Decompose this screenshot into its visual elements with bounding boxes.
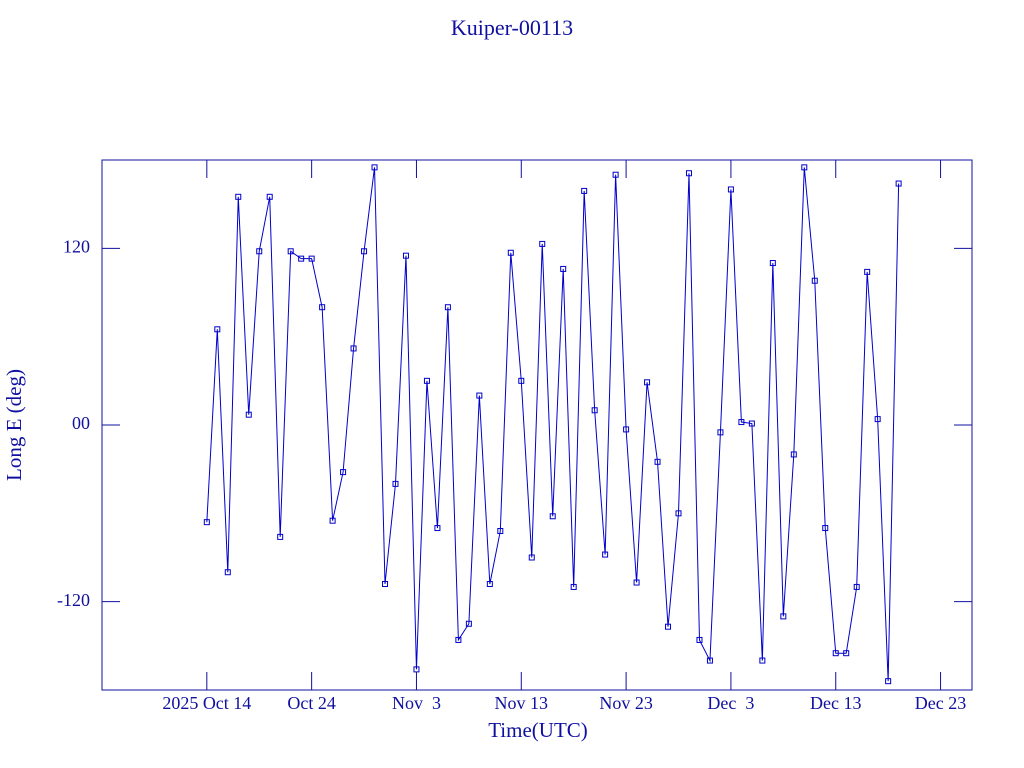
data-point [654,458,661,465]
data-point [256,248,263,255]
data-point [885,678,892,685]
x-tick-label: Oct 24 [287,693,336,713]
data-point [717,429,724,436]
data-point [277,533,284,540]
data-point [853,583,860,590]
data-point [528,554,535,561]
plot-frame [101,159,973,691]
data-point [392,480,399,487]
x-tick-label: Dec 23 [915,693,966,713]
data-point [549,513,556,520]
data-point [444,304,451,311]
data-point [612,171,619,178]
data-point [214,326,221,333]
data-point [822,525,829,532]
y-tick-label: 00 [72,413,90,433]
data-point [402,252,409,259]
y-axis-label: Long E (deg) [2,369,26,481]
data-point [298,255,305,262]
data-point [570,583,577,590]
plot-area [203,164,902,685]
data-point [382,581,389,587]
data-point [560,265,567,272]
series-line [206,167,900,682]
data-point [518,377,525,384]
data-point [759,657,766,664]
chart-title: Kuiper-00113 [451,15,573,40]
data-point [266,193,273,200]
data-point [423,377,430,384]
data-point [769,260,776,267]
data-point [738,419,745,426]
data-point [340,469,347,476]
data-point [665,623,672,630]
data-point [832,650,839,657]
data-point [224,569,231,576]
data-point [780,613,787,620]
data-point [874,416,881,423]
x-tick-label: 2025 Oct 14 [162,693,251,713]
data-point [623,426,630,433]
data-point [801,164,808,171]
data-point [319,304,326,311]
data-point [790,451,797,458]
data-point [675,510,682,517]
data-point [476,392,483,399]
data-point [371,164,378,171]
data-point [465,620,472,627]
data-point [811,277,818,284]
data-point [308,255,315,262]
data-point [361,248,368,255]
data-point [591,407,598,414]
data-point [486,581,493,587]
x-tick-label: Nov 13 [495,693,549,713]
data-point [539,240,546,247]
data-point [685,170,692,177]
data-point [602,551,609,558]
data-point [843,650,850,657]
data-point [287,248,294,255]
data-point [203,519,210,526]
data-point [696,636,703,643]
data-point [507,249,514,256]
data-point [895,180,902,187]
data-point [434,525,441,532]
data-point [644,379,651,386]
y-tick-label: 120 [63,236,90,256]
x-tick-label: Nov 23 [599,693,653,713]
y-tick-label: -120 [57,590,90,610]
data-point [748,420,755,427]
data-point [581,187,588,194]
data-point [706,657,713,664]
data-point [413,666,420,673]
data-point [329,517,336,524]
x-tick-label: Nov 3 [392,693,441,713]
data-point [235,193,242,200]
x-tick-label: Dec 3 [707,693,754,713]
data-point [497,528,504,534]
data-point [455,636,462,643]
data-point [864,268,871,275]
data-point [350,345,357,352]
data-point [633,579,640,586]
data-point [245,411,252,418]
x-axis-label: Time(UTC) [488,718,588,742]
x-tick-label: Dec 13 [810,693,861,713]
data-point [727,186,734,193]
